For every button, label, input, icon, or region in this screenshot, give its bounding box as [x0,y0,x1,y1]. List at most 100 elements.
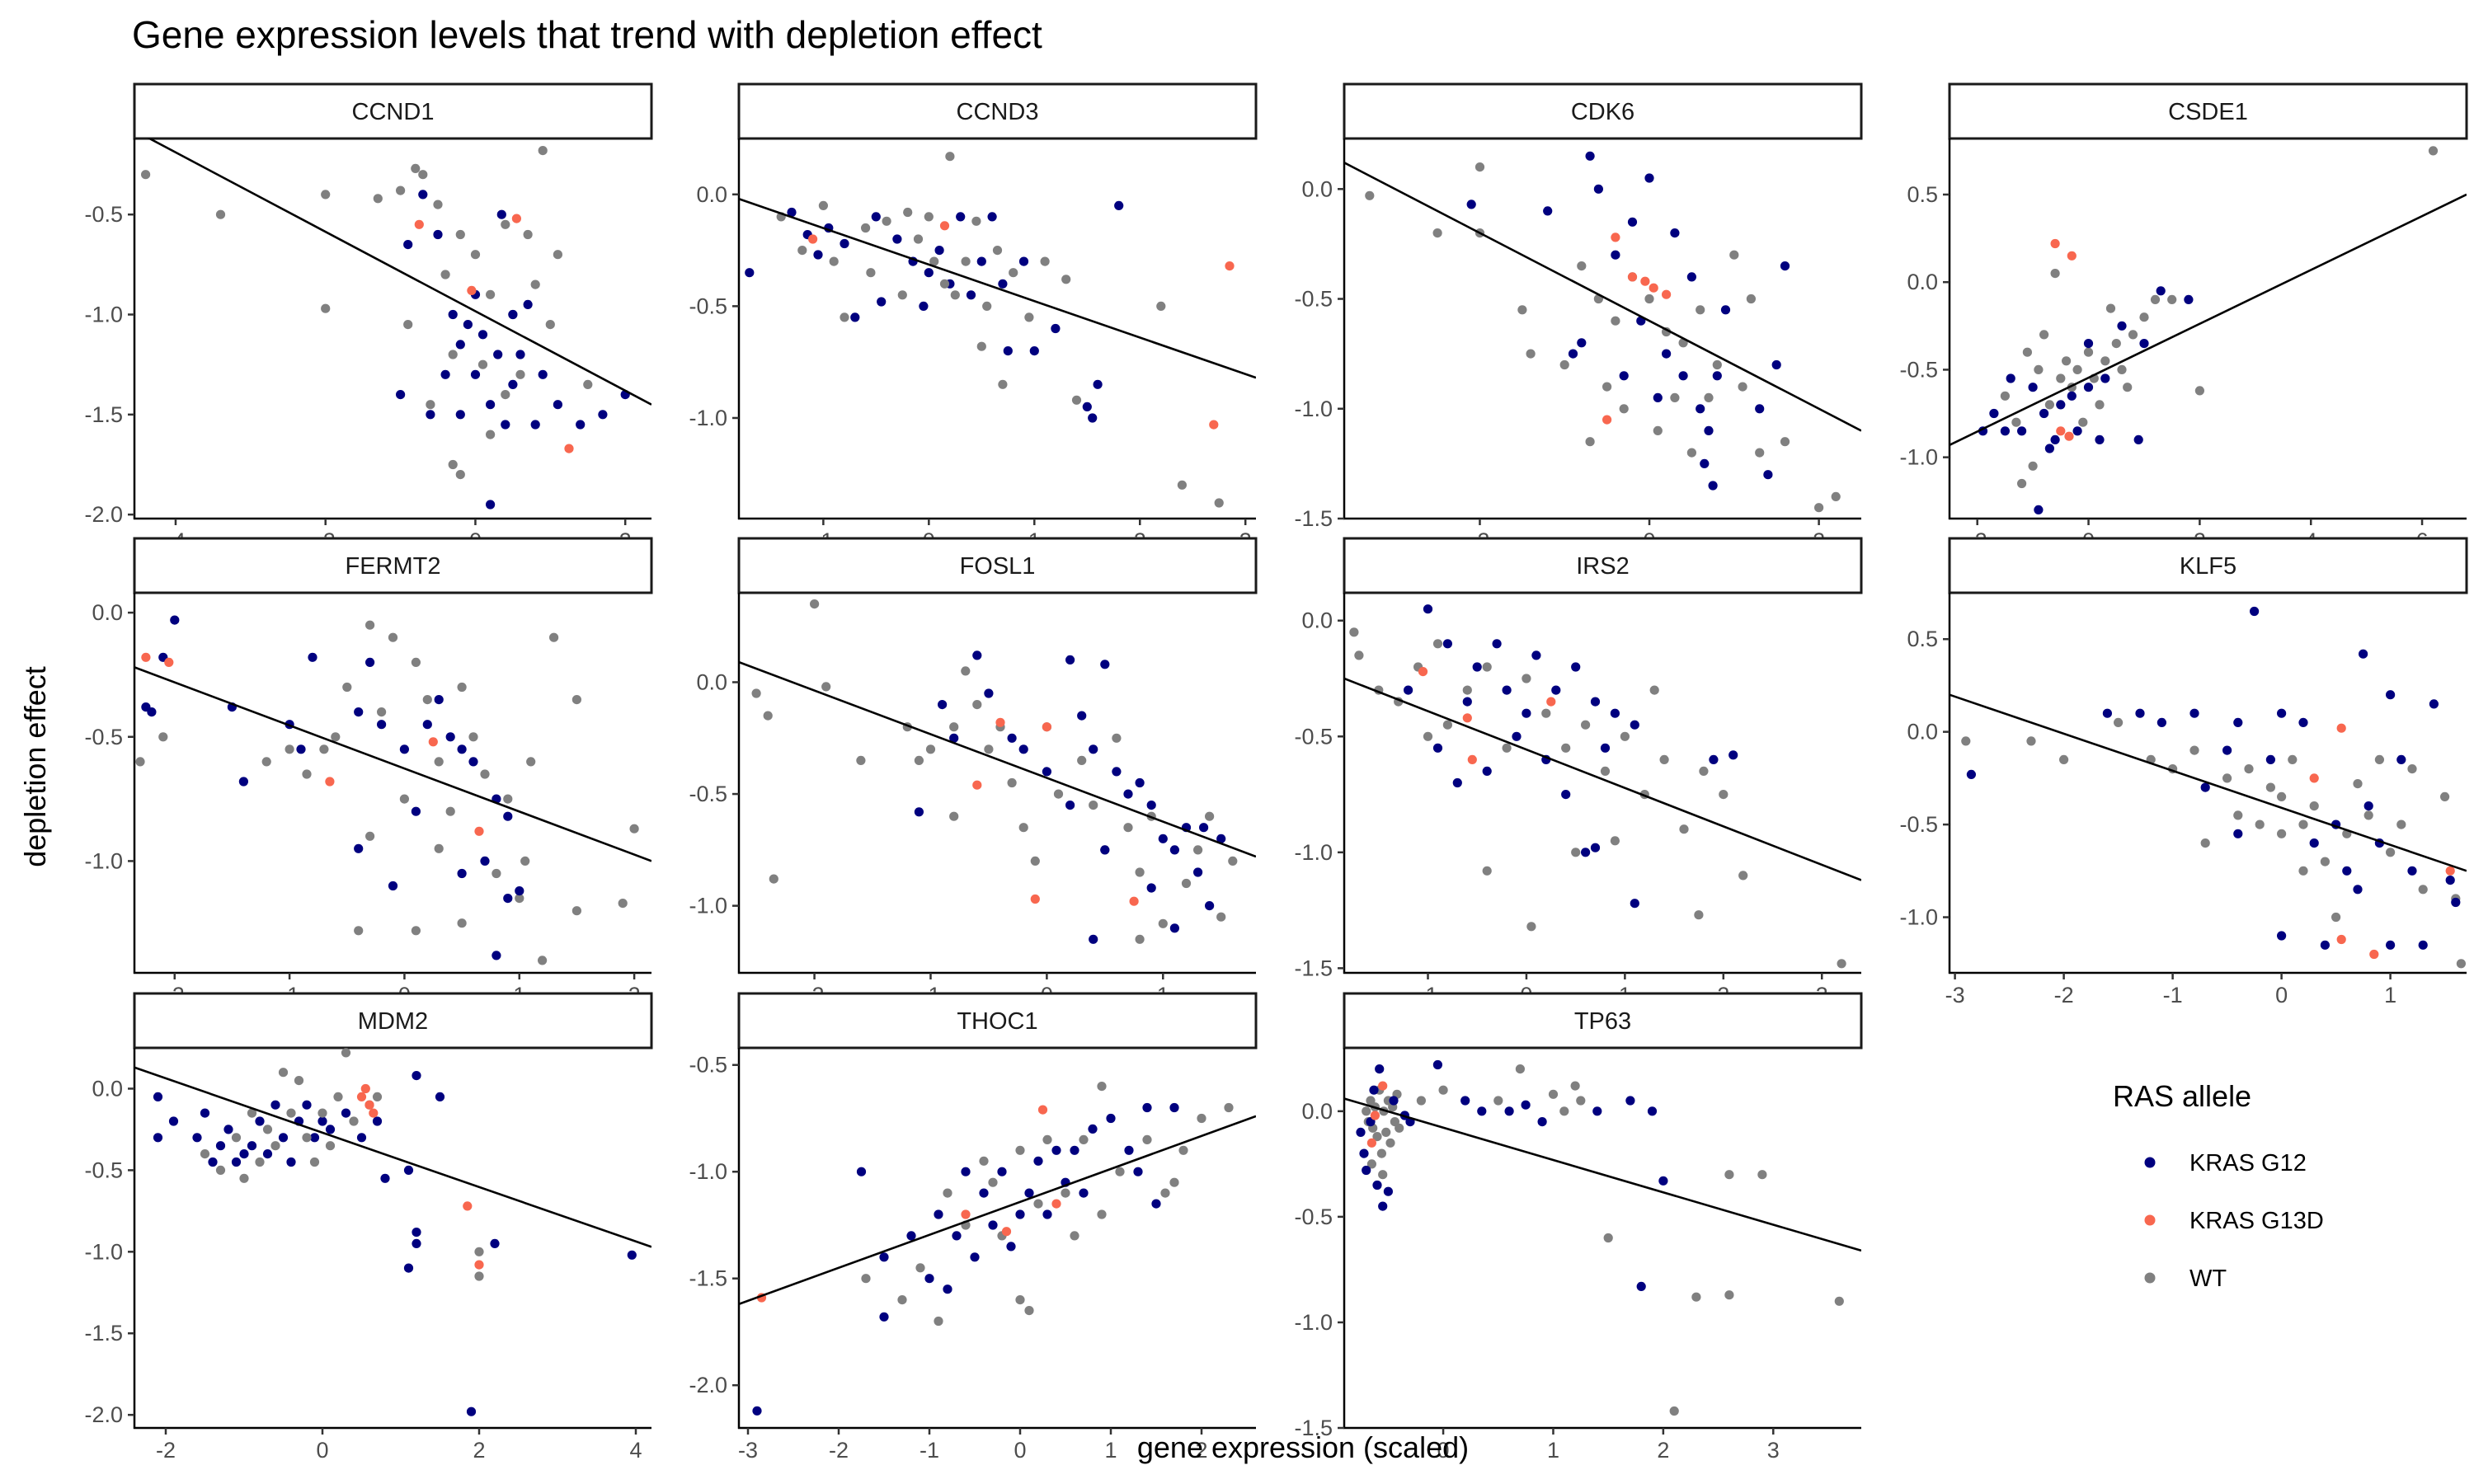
point-wt [549,632,559,642]
point-wt [861,1274,871,1284]
point-wt [2095,400,2105,410]
point-kras-g12 [840,238,849,249]
point-kras-g12 [1592,1106,1602,1116]
point-wt [1729,250,1739,260]
point-kras-g12 [1644,173,1654,183]
point-kras-g12 [787,207,797,218]
point-kras-g12 [2386,690,2396,700]
point-kras-g12 [949,733,959,743]
point-wt [1603,1233,1613,1243]
point-kras-g12 [1712,371,1722,381]
point-wt [477,359,488,369]
x-tick-label: 2 [473,1438,485,1463]
point-kras-g12 [1378,1201,1388,1211]
point-wt [448,459,458,470]
point-wt [2428,146,2439,156]
point-wt [1024,312,1034,322]
x-tick-label: 1 [2384,983,2396,1007]
point-wt [1712,359,1722,370]
point-wt [342,682,352,693]
point-kras-g12 [2050,434,2060,445]
point-wt [2418,885,2428,895]
point-wt [1755,448,1765,458]
point-wt [1602,382,1612,392]
y-tick-label: -1.0 [689,894,727,918]
point-kras-g12 [496,209,506,219]
point-wt [1699,766,1709,777]
point-wt [897,290,907,300]
point-wt [2407,764,2417,774]
point-kras-g13d [1602,415,1612,425]
trend-line [1344,677,1861,881]
point-kras-g12 [255,1116,265,1126]
point-wt [2078,417,2088,427]
point-kras-g12 [2418,940,2428,950]
point-kras-g12 [1135,777,1145,788]
point-kras-g12 [1142,1102,1152,1113]
point-wt [1610,836,1620,846]
point-kras-g12 [2095,434,2105,445]
point-kras-g13d [1030,894,1040,904]
point-kras-g12 [919,301,929,311]
point-kras-g12 [1151,1199,1161,1209]
point-wt [2028,461,2038,471]
point-kras-g12 [1670,228,1680,238]
point-wt [1738,871,1748,881]
points [752,1082,1234,1416]
point-kras-g12 [2156,286,2166,296]
point-wt [377,707,387,717]
point-kras-g12 [412,1228,421,1237]
point-kras-g12 [1089,744,1098,754]
point-wt [897,1295,907,1305]
facet-label: CCND1 [352,99,435,125]
point-wt [1115,1167,1125,1176]
point-wt [2255,819,2265,829]
point-wt [1515,1064,1525,1074]
facet-strip [133,82,653,140]
point-kras-g13d [365,1100,374,1110]
point-kras-g12 [1636,1281,1646,1291]
x-tick-label: 0 [1437,1438,1450,1463]
point-wt [486,289,496,299]
point-kras-g12 [952,1231,962,1241]
point-wt [949,811,959,821]
point-kras-g12 [961,1167,971,1176]
point-kras-g12 [435,1092,445,1101]
point-wt [319,744,329,754]
point-kras-g12 [434,695,444,705]
point-kras-g12 [411,806,421,816]
point-wt [1362,1106,1371,1116]
point-wt [1670,392,1680,402]
y-tick-label: 0.0 [696,182,727,207]
facet-strip [737,82,1258,140]
point-kras-g12 [1114,200,1124,210]
y-tick-label: 0.0 [1301,176,1333,201]
point-wt [1385,1138,1395,1148]
point-wt [396,186,406,195]
point-kras-g13d [1129,896,1139,906]
point-wt [270,1141,280,1151]
y-tick-label: -1.0 [689,1159,727,1184]
point-kras-g12 [1146,801,1156,810]
point-kras-g12 [2133,434,2143,445]
y-tick-label: 0.0 [696,669,727,694]
point-kras-g12 [745,268,755,278]
point-wt [321,303,331,313]
point-kras-g12 [508,309,518,320]
point-wt [1482,866,1492,876]
point-kras-g12 [1158,834,1168,843]
y-tick-label: -0.5 [1899,812,1938,837]
facet-label: FOSL1 [960,553,1036,580]
point-wt [821,682,831,692]
point-kras-g12 [2429,699,2439,709]
point-kras-g12 [553,400,563,410]
point-wt [1009,268,1018,278]
point-wt [1738,382,1747,392]
facet-strip [737,537,1258,594]
point-kras-g12 [530,420,540,430]
point-kras-g13d [463,1201,473,1211]
point-kras-g12 [879,1252,889,1262]
point-kras-g12 [2233,717,2243,728]
x-tick-label: 2 [1195,1438,1207,1463]
point-wt [503,794,513,804]
